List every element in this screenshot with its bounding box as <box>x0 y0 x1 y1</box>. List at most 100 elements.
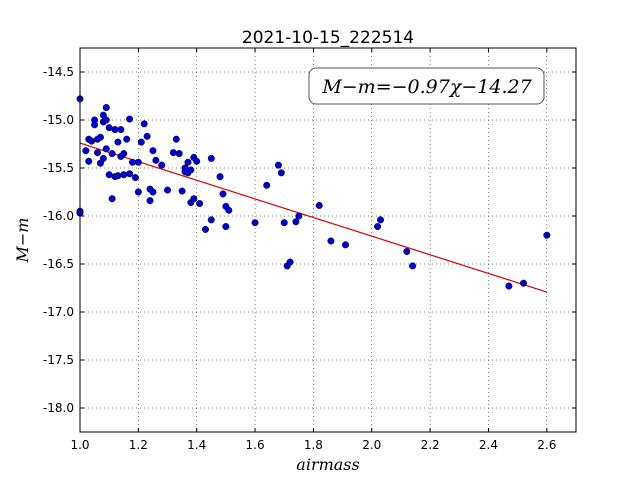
data-point <box>403 248 411 256</box>
data-point <box>543 231 551 239</box>
data-point <box>190 195 198 203</box>
data-point <box>196 200 204 208</box>
x-tick-label: 1.0 <box>70 438 89 452</box>
axis-ticks: 1.0 1.2 1.4 1.6 1.8 2.0 2.2 2.4 2.6 -14.5 -15.0 -15… <box>43 48 576 452</box>
data-point <box>175 150 183 158</box>
y-tick-label: -18.0 <box>43 401 74 415</box>
data-point <box>505 282 513 290</box>
y-tick-label: -15.5 <box>43 161 74 175</box>
data-point <box>377 216 385 224</box>
data-point <box>216 173 224 181</box>
data-point <box>120 171 128 179</box>
y-tick-label: -17.5 <box>43 353 74 367</box>
data-point <box>126 170 134 178</box>
x-tick-label: 2.4 <box>479 438 498 452</box>
data-point <box>149 147 157 155</box>
data-point <box>96 133 104 141</box>
data-point <box>82 147 90 155</box>
data-point <box>131 174 139 182</box>
fit-line <box>79 142 548 293</box>
data-point <box>85 157 93 165</box>
y-tick-label: -16.5 <box>43 257 74 271</box>
data-point <box>102 116 110 124</box>
y-tick-label: -16.0 <box>43 209 74 223</box>
x-axis-label: airmass <box>296 455 359 474</box>
data-point <box>409 262 417 270</box>
chart-title: 2021-10-15_222514 <box>242 28 414 48</box>
points-layer <box>76 95 551 290</box>
data-point <box>207 154 215 162</box>
data-point <box>222 223 230 231</box>
data-point <box>134 188 142 196</box>
data-point <box>292 218 300 226</box>
fit-layer <box>79 142 548 293</box>
data-point <box>108 150 116 158</box>
data-point <box>123 135 131 143</box>
data-point <box>315 201 323 209</box>
data-point <box>94 149 102 157</box>
data-point <box>91 116 99 124</box>
data-point <box>187 166 195 174</box>
data-point <box>158 161 166 169</box>
data-point <box>146 197 154 205</box>
data-point <box>102 145 110 153</box>
equation-box: M−m=−0.97χ−14.27 <box>308 67 545 105</box>
data-point <box>286 258 294 266</box>
data-point <box>201 225 209 233</box>
data-point <box>137 138 145 146</box>
data-point <box>105 124 113 132</box>
data-point <box>117 126 125 134</box>
data-point <box>342 241 350 249</box>
data-point <box>178 187 186 195</box>
y-tick-label: -15.0 <box>43 113 74 127</box>
data-point <box>193 157 201 165</box>
x-tick-label: 2.2 <box>421 438 440 452</box>
data-point <box>164 186 172 194</box>
data-point <box>169 149 177 157</box>
x-tick-label: 2.6 <box>537 438 556 452</box>
data-point <box>126 115 134 123</box>
x-tick-label: 1.6 <box>246 438 265 452</box>
data-point <box>184 158 192 166</box>
plot-frame <box>79 47 577 433</box>
data-point <box>277 169 285 177</box>
data-point <box>114 138 122 146</box>
x-tick-label: 1.4 <box>187 438 206 452</box>
x-tick-label: 2.0 <box>362 438 381 452</box>
data-point <box>274 161 282 169</box>
data-point <box>374 223 382 231</box>
data-point <box>105 171 113 179</box>
data-point <box>251 219 259 227</box>
data-point <box>99 154 107 162</box>
x-tick-label: 1.8 <box>304 438 323 452</box>
data-point <box>134 158 142 166</box>
data-point <box>207 216 215 224</box>
data-point <box>102 104 110 112</box>
grid <box>79 48 576 432</box>
data-point <box>129 158 137 166</box>
data-point <box>280 219 288 227</box>
data-point <box>108 195 116 203</box>
data-point <box>114 172 122 180</box>
data-point <box>295 212 303 220</box>
data-point <box>263 181 271 189</box>
data-point <box>172 135 180 143</box>
data-point <box>140 120 148 128</box>
data-point <box>149 188 157 196</box>
data-point <box>225 206 233 214</box>
data-point <box>152 156 160 164</box>
y-tick-label: -17.0 <box>43 305 74 319</box>
data-point <box>219 190 227 198</box>
data-point <box>120 150 128 158</box>
data-point <box>111 126 119 134</box>
data-point <box>327 237 335 245</box>
y-tick-label: -14.5 <box>43 65 74 79</box>
equation-box-frame <box>308 67 545 105</box>
data-point <box>143 132 151 140</box>
x-tick-label: 1.2 <box>129 438 148 452</box>
data-point <box>519 279 527 287</box>
fit-equation: M−m=−0.97χ−14.27 <box>321 76 532 98</box>
y-axis-label: M−m <box>13 218 32 264</box>
data-point <box>88 137 96 145</box>
